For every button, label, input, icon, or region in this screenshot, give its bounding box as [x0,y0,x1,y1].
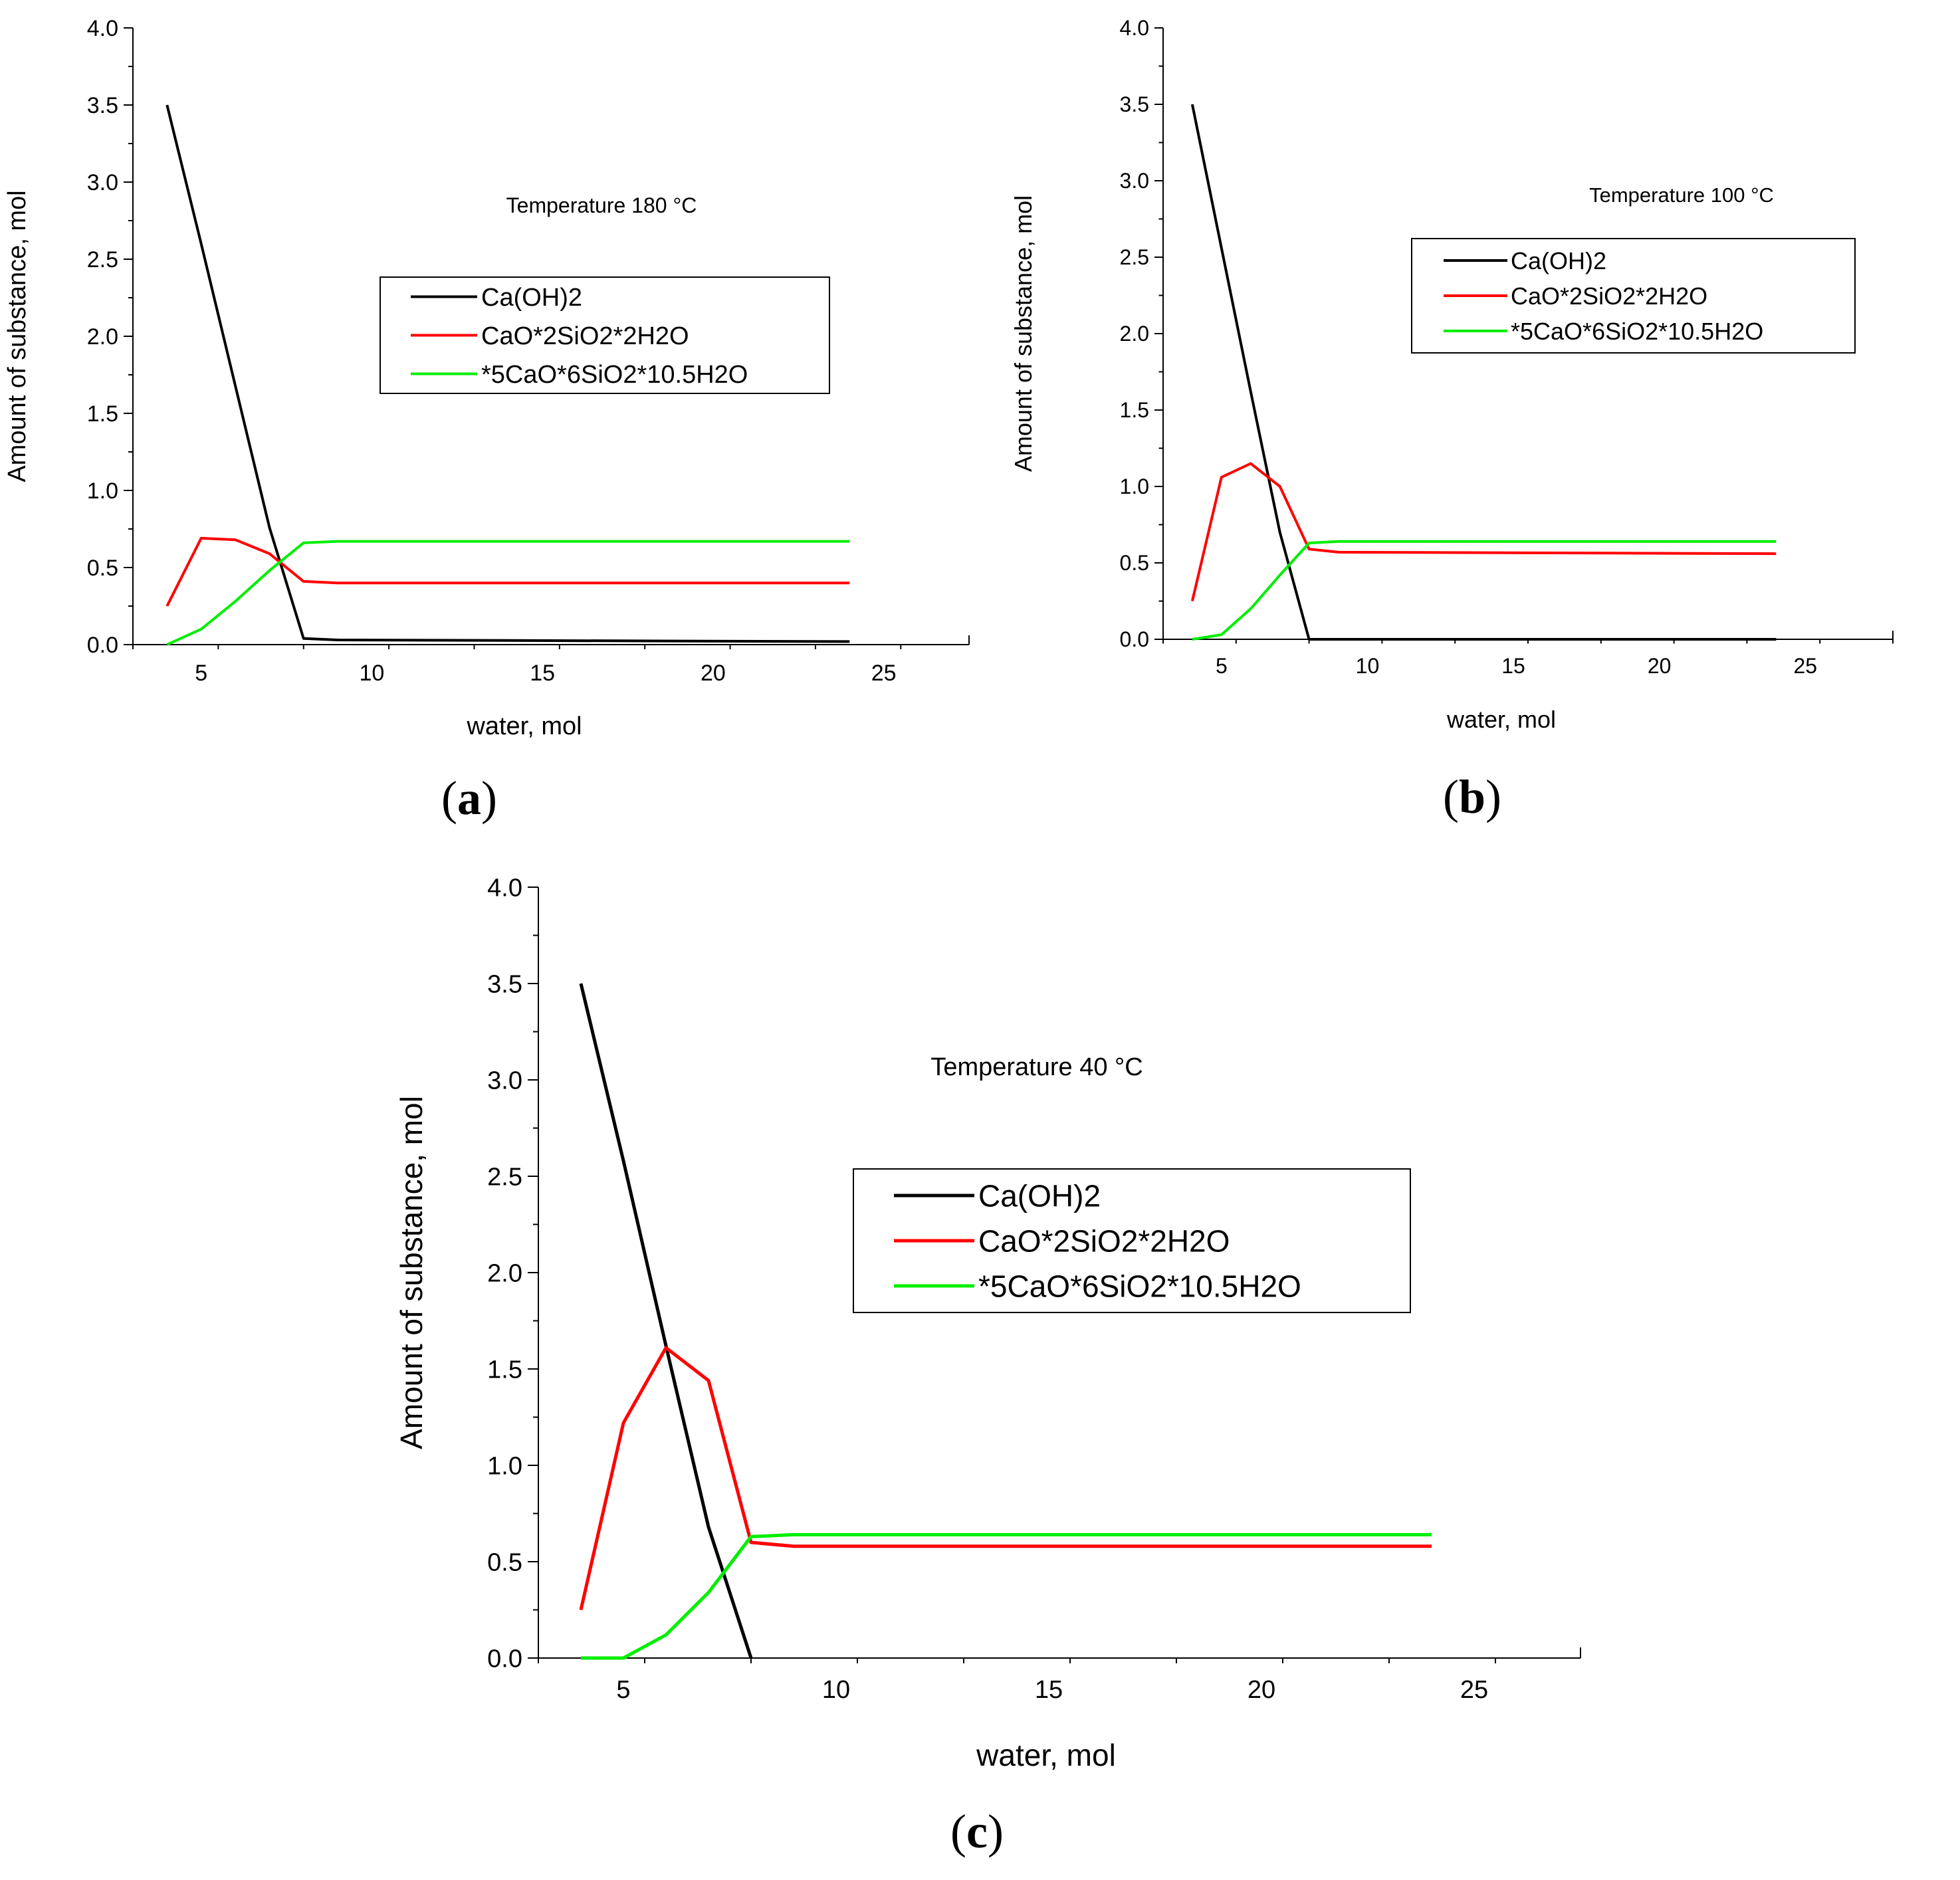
y-tick-label: 0.5 [1120,551,1149,575]
x-tick-label: 15 [530,661,555,686]
panel-label-close: ) [988,1805,1004,1858]
y-tick-label: 2.0 [87,324,118,350]
y-tick-label: 0.0 [87,633,118,658]
legend-label-2: *5CaO*6SiO2*10.5H2O [481,361,748,389]
y-tick-label: 2.5 [87,247,118,272]
series-line-0 [1190,104,1777,641]
legend-label-0: Ca(OH)2 [1511,247,1606,274]
x-axis-title: water, mol [1446,706,1556,733]
panel-label-open: ( [1443,770,1459,823]
panel-label-close: ) [1485,770,1501,823]
y-axis-title: Amount of substance, mol [3,190,31,482]
series-line-2 [581,1532,1432,1660]
y-tick-label: 3.0 [87,170,118,195]
y-tick-label: 0.5 [87,556,118,581]
y-tick-label: 1.5 [487,1356,522,1384]
x-tick-label: 25 [1793,654,1817,678]
y-tick-label: 1.5 [87,401,118,427]
legend-label-0: Ca(OH)2 [978,1179,1101,1213]
x-tick-label: 20 [701,661,726,686]
temperature-annotation: Temperature 40 °C [930,1053,1143,1081]
y-tick-label: 4.0 [1120,16,1149,40]
panels: 0.0 0.5 1.0 1.5 2.0 2.5 3.0 3.5 4.0 5 10 15 20 25 wate… [3,16,1894,1858]
legend-label-1: CaO*2SiO2*2H2O [481,322,689,350]
y-tick-label: 3.0 [1120,169,1149,193]
x-tick-label: 5 [195,661,207,686]
legend-label-0: Ca(OH)2 [481,284,582,312]
panel-label: (a) [441,772,497,825]
y-tick-label: 2.0 [1120,322,1149,346]
y-tick-label: 4.0 [87,16,118,41]
y-tick-label: 0.0 [1120,627,1149,651]
x-tick-label: 10 [360,661,385,686]
x-tick-label: 20 [1648,654,1672,678]
x-tick-label: 5 [1216,654,1228,678]
x-tick-label: 10 [1356,654,1380,678]
y-tick-label: 1.0 [87,478,118,504]
y-axis-title: Amount of substance, mol [394,1096,429,1449]
x-tick-label: 20 [1248,1676,1275,1704]
y-tick-label: 3.5 [487,970,522,998]
y-tick-label: 1.0 [1120,474,1149,498]
temperature-annotation: Temperature 100 °C [1589,183,1774,207]
legend-label-2: *5CaO*6SiO2*10.5H2O [978,1269,1301,1304]
chart-panel-b: 0.0 0.5 1.0 1.5 2.0 2.5 3.0 3.5 4.0 5 10 15 20 25 wate… [1010,16,1894,823]
y-tick-label: 3.5 [87,93,118,118]
y-axis-title: Amount of substance, mol [1010,195,1037,472]
series-line-1 [1190,462,1777,601]
y-tick-label: 3.5 [1120,92,1149,116]
panel-label-letter: b [1459,770,1485,823]
series-line-1 [165,536,850,607]
panel-label-open: ( [441,772,457,825]
series-line-0 [579,983,753,1659]
series-line-1 [579,1346,1432,1611]
y-tick-label: 4.0 [487,874,522,902]
panel-label-open: ( [950,1805,966,1858]
chart-panel-a: 0.0 0.5 1.0 1.5 2.0 2.5 3.0 3.5 4.0 5 10 15 20 25 wate… [3,16,970,825]
x-tick-label: 15 [1035,1676,1063,1704]
panel-label-letter: c [966,1805,988,1858]
temperature-annotation: Temperature 180 °C [506,193,697,217]
y-tick-label: 2.5 [487,1163,522,1191]
x-tick-label: 5 [616,1676,630,1704]
x-tick-label: 25 [1460,1676,1488,1704]
x-tick-label: 10 [822,1676,850,1704]
y-tick-label: 0.0 [487,1645,522,1673]
chart-panel-c: 0.0 0.5 1.0 1.5 2.0 2.5 3.0 3.5 4.0 5 10 15 20 25 wate… [394,874,1581,1858]
x-axis-title: water, mol [466,712,582,740]
series-line-2 [166,540,850,646]
legend-label-2: *5CaO*6SiO2*10.5H2O [1511,318,1763,345]
series-line-0 [165,104,850,643]
panel-label: (c) [950,1805,1004,1858]
x-tick-label: 15 [1501,654,1525,678]
y-tick-label: 1.0 [487,1452,522,1480]
series-line-2 [1192,540,1777,641]
y-tick-label: 1.5 [1120,398,1149,422]
y-tick-label: 0.5 [487,1548,522,1576]
y-tick-label: 3.0 [487,1067,522,1095]
panel-label-close: ) [481,772,497,825]
y-tick-label: 2.5 [1120,245,1149,269]
x-axis-title: water, mol [976,1738,1116,1772]
x-tick-label: 25 [871,661,897,686]
legend-label-1: CaO*2SiO2*2H2O [978,1224,1230,1259]
panel-label-letter: a [457,772,481,825]
y-tick-label: 2.0 [487,1259,522,1287]
panel-label: (b) [1443,770,1501,823]
legend-label-1: CaO*2SiO2*2H2O [1511,282,1707,310]
